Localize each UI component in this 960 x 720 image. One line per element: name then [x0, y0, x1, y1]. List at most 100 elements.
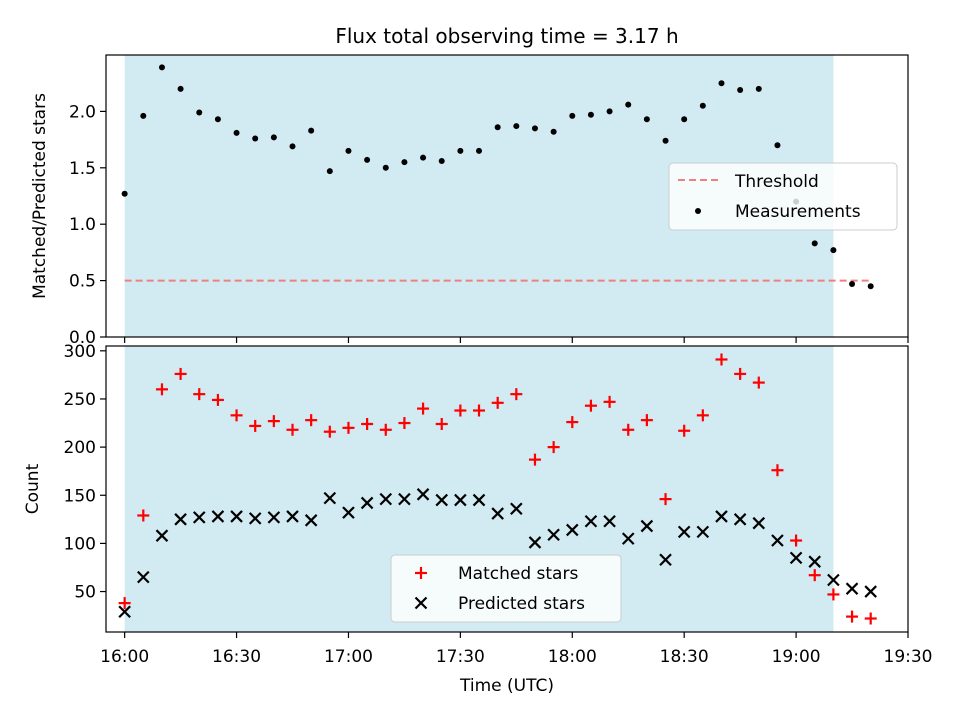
- cross-b: [864, 585, 877, 598]
- cross-b: [789, 551, 803, 565]
- matched-point: [771, 464, 784, 477]
- matched-point: [473, 404, 486, 417]
- measurement-point: [849, 280, 856, 287]
- ratio-panel: 0.00.51.01.52.0 Matched/Predicted stars …: [30, 54, 909, 348]
- predicted-point: [752, 516, 766, 530]
- matched-point: [734, 367, 747, 380]
- measurement-point: [326, 168, 333, 175]
- matched-point: [323, 425, 336, 438]
- measurement-point: [233, 129, 240, 136]
- measurement-point: [140, 112, 147, 119]
- y-tick-label: 100: [64, 534, 96, 554]
- predicted-point: [379, 492, 393, 506]
- matched-point: [193, 388, 206, 401]
- matched-point: [305, 414, 318, 427]
- cross-b: [621, 532, 635, 545]
- legend-measurement-swatch: [695, 208, 701, 214]
- predicted-point: [733, 513, 747, 526]
- y-tick-label: 150: [64, 486, 96, 506]
- measurement-point: [643, 116, 650, 123]
- x-axis-label: Time (UTC): [459, 676, 554, 696]
- predicted-point: [118, 605, 131, 619]
- matched-point: [510, 388, 523, 401]
- predicted-point: [211, 510, 225, 523]
- matched-point: [230, 409, 243, 422]
- y-axis-label-top: Matched/Predicted stars: [30, 93, 50, 299]
- cross-b: [659, 553, 672, 567]
- predicted-point: [566, 523, 579, 537]
- legend-predicted-label: Predicted stars: [458, 594, 585, 614]
- y-tick-label: 200: [64, 438, 96, 458]
- axes-frame-top: [105, 54, 909, 338]
- measurement-point: [867, 283, 874, 290]
- measurement-point: [252, 135, 259, 142]
- predicted-point: [230, 510, 243, 523]
- cross-b: [640, 519, 654, 533]
- predicted-point: [416, 488, 430, 501]
- predicted-point: [435, 493, 449, 507]
- cross-b: [416, 488, 430, 501]
- matched-point: [603, 395, 616, 408]
- cross-b: [360, 496, 374, 510]
- measurement-point: [662, 137, 669, 144]
- cross-b: [137, 570, 150, 584]
- cross-b: [379, 492, 393, 506]
- predicted-point: [621, 532, 635, 545]
- measurement-point: [811, 240, 818, 247]
- matched-point: [715, 353, 728, 366]
- cross-b: [696, 525, 710, 539]
- measurement-point: [606, 108, 613, 115]
- matched-point: [622, 423, 635, 436]
- cross-b: [211, 510, 225, 523]
- predicted-point: [696, 525, 710, 539]
- cross-b: [752, 516, 766, 530]
- measurement-point: [345, 147, 352, 154]
- cross-b: [435, 493, 449, 507]
- cross-b: [174, 513, 187, 526]
- measurement-point: [830, 247, 837, 254]
- predicted-point: [192, 511, 206, 524]
- cross-b: [566, 523, 579, 537]
- predicted-point: [584, 514, 598, 528]
- legend-cross-marker: [414, 596, 428, 610]
- cross-b: [118, 605, 131, 619]
- measurement-point: [737, 86, 744, 93]
- cross-b: [342, 506, 355, 519]
- matched-point: [118, 597, 131, 610]
- legend-matched-label: Matched stars: [458, 564, 578, 584]
- matched-point: [211, 393, 224, 406]
- x-tick-label: 18:00: [548, 647, 597, 667]
- measurement-point: [457, 147, 464, 154]
- matched-point: [640, 414, 653, 427]
- matched-point: [267, 415, 280, 428]
- predicted-point: [827, 573, 840, 587]
- matched-point: [491, 396, 504, 409]
- predicted-point: [323, 491, 337, 505]
- matched-point: [864, 612, 877, 625]
- predicted-point: [677, 525, 691, 539]
- measurement-point: [625, 101, 632, 108]
- x-tick-label: 17:30: [436, 647, 485, 667]
- measurement-point: [774, 142, 781, 149]
- predicted-point: [771, 534, 784, 547]
- cross-b: [771, 534, 784, 547]
- cross-b: [510, 502, 523, 516]
- matched-point: [566, 416, 579, 429]
- legend-box: [390, 554, 622, 623]
- cross-b: [267, 511, 281, 524]
- cross-b: [715, 510, 728, 523]
- matched-point: [528, 453, 541, 466]
- matched-point: [342, 421, 355, 434]
- measurement-point: [270, 134, 277, 141]
- matched-point: [752, 376, 765, 389]
- measurement-point: [550, 128, 557, 135]
- predicted-point: [528, 536, 542, 549]
- predicted-point: [845, 582, 859, 595]
- measurement-point: [755, 85, 762, 92]
- predicted-point: [640, 519, 654, 533]
- matched-point: [696, 409, 709, 422]
- legend-matched-swatch: [415, 567, 427, 579]
- measurement-point: [401, 159, 408, 166]
- measurement-point: [569, 112, 576, 119]
- predicted-point: [603, 514, 616, 528]
